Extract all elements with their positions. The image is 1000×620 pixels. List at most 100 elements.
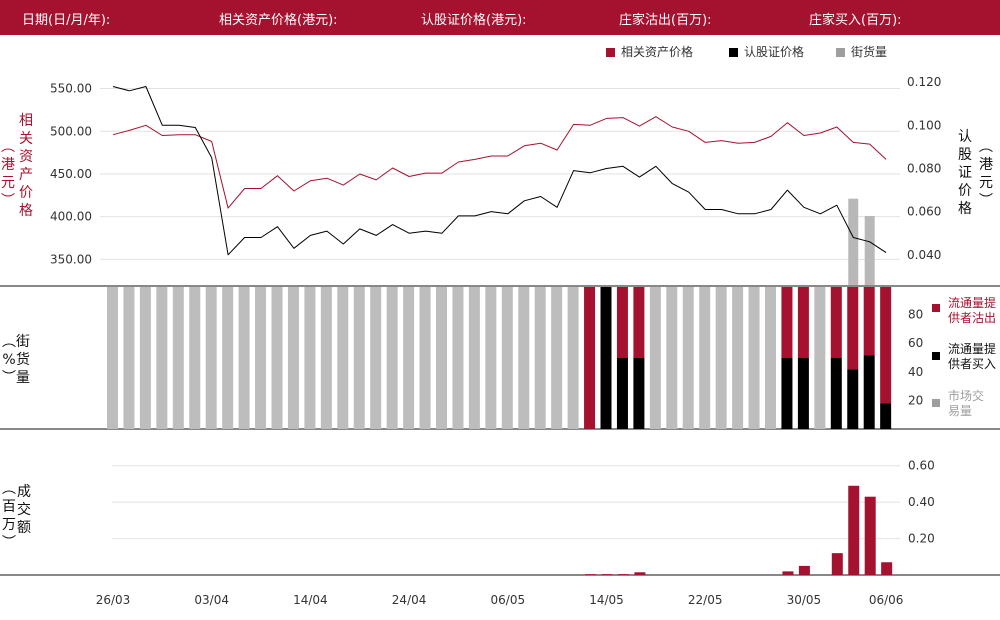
turnover-bar bbox=[782, 571, 794, 575]
right-axis-tick-label: 0.080 bbox=[907, 161, 941, 175]
lp-sell-bar bbox=[847, 287, 859, 370]
x-axis-tick-label: 14/04 bbox=[293, 593, 328, 607]
legend-swatch-gray bbox=[932, 399, 940, 407]
market-volume-bar bbox=[436, 287, 447, 429]
market-volume-bar bbox=[271, 287, 283, 429]
warrant-price-field-label: 认股证价格(港元): bbox=[421, 13, 527, 28]
lp-buy-bar bbox=[797, 358, 809, 429]
info-header-bar: 日期(日/月/年): 相关资产价格(港元): 认股证价格(港元): 庄家沽出(百… bbox=[0, 0, 1000, 35]
market-volume-bar bbox=[748, 287, 760, 429]
market-volume-bar bbox=[320, 287, 332, 429]
market-volume-bar bbox=[238, 287, 250, 429]
date-field-label: 日期(日/月/年): bbox=[22, 13, 111, 28]
mid-axis-unit-text: % bbox=[2, 352, 16, 368]
lp-sell-bar bbox=[781, 287, 793, 358]
lp-sell-bar bbox=[830, 287, 842, 358]
lp-buy-bar bbox=[781, 358, 793, 429]
market-volume-bar bbox=[123, 287, 135, 429]
legend-lp-buy[interactable]: 流通量提供者买入 bbox=[932, 342, 1000, 372]
right-axis-tick-label: 0.120 bbox=[907, 75, 941, 89]
legend-swatch-red bbox=[606, 48, 615, 57]
market-volume-bar bbox=[156, 287, 168, 429]
market-volume-bar bbox=[386, 287, 398, 429]
turnover-bar bbox=[864, 496, 876, 575]
x-axis-tick-label: 06/06 bbox=[869, 593, 904, 607]
left-axis-title: 相关资产价格 bbox=[17, 112, 35, 220]
legend-swatch-black bbox=[932, 352, 940, 360]
left-axis-tick-label: 550.00 bbox=[50, 82, 92, 96]
lp-buy-bar bbox=[600, 287, 612, 429]
turnover-bar bbox=[634, 572, 646, 575]
right-axis-unit: ︵ 港元 ︶ bbox=[979, 139, 993, 209]
lp-buy-bar bbox=[616, 358, 628, 429]
bottom-axis-unit: ︵ 百万 ︶ bbox=[2, 481, 16, 551]
market-volume-bar bbox=[682, 287, 694, 429]
right-axis-tick-label: 0.060 bbox=[907, 205, 941, 219]
x-axis-tick-label: 22/05 bbox=[688, 593, 723, 607]
legend-street-stock[interactable]: 街货量 bbox=[836, 43, 887, 60]
market-volume-bar bbox=[485, 287, 497, 429]
lp-sell-bar bbox=[616, 287, 628, 358]
bottom-axis-unit-text: 百万 bbox=[2, 499, 16, 533]
market-volume-bar bbox=[353, 287, 365, 429]
mid-axis-title-text: 街货量 bbox=[16, 334, 30, 386]
left-axis-unit-text: 港元 bbox=[1, 157, 15, 191]
market-volume-bar bbox=[403, 287, 415, 429]
x-axis-tick-label: 30/05 bbox=[787, 593, 822, 607]
x-axis-tick-label: 14/05 bbox=[589, 593, 624, 607]
market-volume-bar bbox=[172, 287, 184, 429]
market-volume-bar bbox=[468, 287, 480, 429]
legend-label: 流通量提供者沽出 bbox=[948, 296, 997, 325]
turnover-bar bbox=[617, 574, 629, 575]
legend-label: 流通量提供者买入 bbox=[948, 342, 997, 371]
right-axis-tick-label: 0.040 bbox=[907, 248, 941, 262]
turnover-bar bbox=[798, 565, 810, 575]
market-volume-bar bbox=[222, 287, 234, 429]
turnover-bar bbox=[585, 574, 597, 575]
turnover-axis-tick-label: 0.40 bbox=[908, 495, 935, 509]
street-stock-bar bbox=[848, 198, 859, 285]
legend-swatch-gray bbox=[836, 48, 845, 57]
right-axis-tick-label: 0.100 bbox=[907, 118, 941, 132]
market-volume-bar bbox=[666, 287, 678, 429]
lp-sell-bar bbox=[584, 287, 596, 429]
x-axis-tick-label: 06/05 bbox=[491, 593, 526, 607]
left-axis-tick-label: 450.00 bbox=[50, 167, 92, 181]
market-volume-bar bbox=[304, 287, 316, 429]
issuer-sell-field-label: 庄家沽出(百万): bbox=[619, 13, 712, 28]
legend-lp-sell[interactable]: 流通量提供者沽出 bbox=[932, 296, 1000, 326]
lp-buy-bar bbox=[863, 355, 875, 429]
lp-sell-bar bbox=[633, 287, 645, 358]
warrant-price-line bbox=[112, 86, 887, 256]
volume-axis-tick-label: 60 bbox=[908, 336, 923, 350]
market-volume-bar bbox=[551, 287, 563, 429]
left-axis-tick-label: 400.00 bbox=[50, 210, 92, 224]
market-volume-bar bbox=[567, 287, 579, 429]
left-axis-tick-label: 500.00 bbox=[50, 124, 92, 138]
underlying-price-line bbox=[112, 116, 887, 209]
volume-axis-tick-label: 40 bbox=[908, 365, 923, 379]
market-volume-bar bbox=[337, 287, 349, 429]
legend-market-volume[interactable]: 市场交易量 bbox=[932, 389, 992, 419]
lp-sell-bar bbox=[863, 287, 875, 356]
legend-label: 相关资产价格 bbox=[621, 45, 694, 59]
right-axis-unit-text: 港元 bbox=[979, 157, 993, 191]
market-volume-bar bbox=[765, 287, 776, 429]
turnover-bar bbox=[848, 485, 860, 575]
legend-underlying-price[interactable]: 相关资产价格 bbox=[606, 43, 693, 60]
lp-buy-bar bbox=[847, 369, 859, 429]
left-axis-title-text: 相关资产价格 bbox=[19, 113, 33, 219]
legend-swatch-black bbox=[729, 48, 738, 57]
market-volume-bar bbox=[649, 287, 661, 429]
legend-warrant-price[interactable]: 认股证价格 bbox=[729, 43, 804, 60]
x-axis-tick-label: 26/03 bbox=[96, 593, 131, 607]
market-volume-bar bbox=[452, 287, 464, 429]
market-volume-bar bbox=[287, 287, 299, 429]
market-volume-bar bbox=[419, 287, 431, 429]
mid-axis-unit: ︵% ︶ bbox=[2, 334, 16, 386]
market-volume-bar bbox=[732, 287, 744, 429]
market-volume-bar bbox=[139, 287, 151, 429]
market-volume-bar bbox=[534, 287, 546, 429]
turnover-bar bbox=[881, 562, 893, 575]
